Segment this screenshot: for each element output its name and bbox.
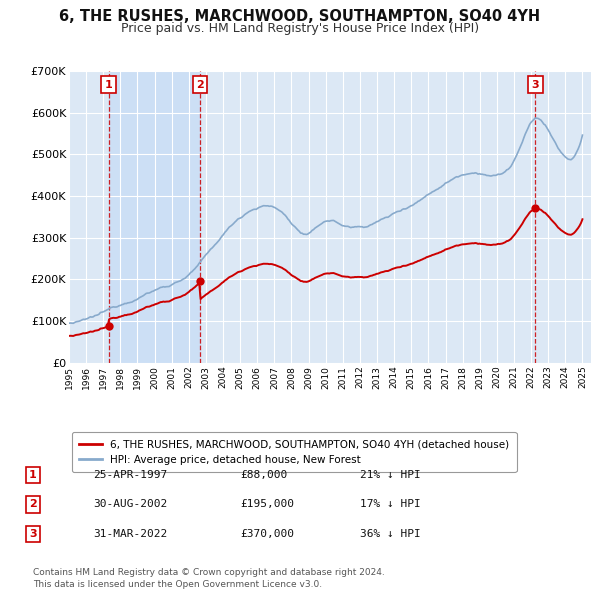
Legend: 6, THE RUSHES, MARCHWOOD, SOUTHAMPTON, SO40 4YH (detached house), HPI: Average p: 6, THE RUSHES, MARCHWOOD, SOUTHAMPTON, S… — [71, 432, 517, 472]
Text: £88,000: £88,000 — [240, 470, 287, 480]
Text: Price paid vs. HM Land Registry's House Price Index (HPI): Price paid vs. HM Land Registry's House … — [121, 22, 479, 35]
Text: 30-AUG-2002: 30-AUG-2002 — [93, 500, 167, 509]
Text: 2: 2 — [29, 500, 37, 509]
Text: 31-MAR-2022: 31-MAR-2022 — [93, 529, 167, 539]
Bar — [109, 71, 200, 363]
Text: £195,000: £195,000 — [240, 500, 294, 509]
Text: 6, THE RUSHES, MARCHWOOD, SOUTHAMPTON, SO40 4YH: 6, THE RUSHES, MARCHWOOD, SOUTHAMPTON, S… — [59, 9, 541, 24]
Text: 25-APR-1997: 25-APR-1997 — [93, 470, 167, 480]
Text: 21% ↓ HPI: 21% ↓ HPI — [360, 470, 421, 480]
Text: 36% ↓ HPI: 36% ↓ HPI — [360, 529, 421, 539]
Text: 2: 2 — [196, 80, 204, 90]
Text: 3: 3 — [29, 529, 37, 539]
Text: 1: 1 — [29, 470, 37, 480]
Text: Contains HM Land Registry data © Crown copyright and database right 2024.
This d: Contains HM Land Registry data © Crown c… — [33, 568, 385, 589]
Text: £370,000: £370,000 — [240, 529, 294, 539]
Text: 1: 1 — [105, 80, 113, 90]
Text: 3: 3 — [532, 80, 539, 90]
Text: 17% ↓ HPI: 17% ↓ HPI — [360, 500, 421, 509]
